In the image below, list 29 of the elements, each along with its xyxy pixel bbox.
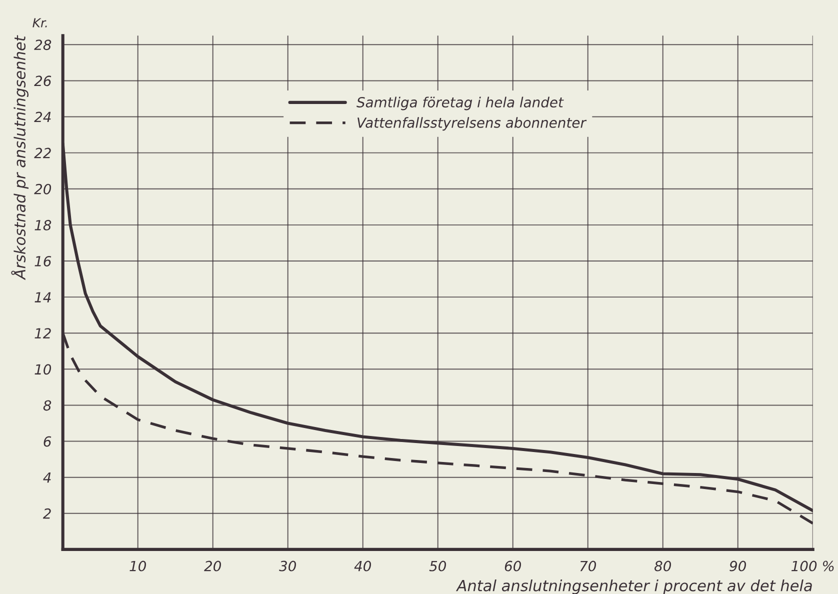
- x-tick-label: 60: [504, 560, 521, 572]
- y-tick-label: 4: [43, 472, 51, 483]
- y-tick-label: 26: [34, 76, 52, 86]
- y-tick-label: 10: [34, 364, 52, 375]
- x-tick-label: 30: [279, 560, 296, 572]
- y-tick-label: 20: [34, 184, 52, 194]
- x-axis-title: Antal anslutningsenheter i procent av det hela: [456, 580, 812, 594]
- x-tick-label: 20: [204, 560, 221, 572]
- y-tick-label: 8: [43, 400, 52, 411]
- x-tick-label: 40: [354, 560, 371, 572]
- y-tick-label: 24: [34, 112, 51, 122]
- y-tick-label: 6: [44, 436, 52, 447]
- y-tick-label: 28: [34, 40, 52, 50]
- legend-label: Vattenfallsstyrelsens abonnenter: [358, 117, 587, 131]
- text: Kr.: [32, 18, 47, 28]
- y-tick-label: 12: [34, 328, 51, 338]
- x-tick-label: 80: [654, 560, 671, 572]
- y-tick-label: 2: [42, 508, 51, 519]
- x-tick-label: 100 %: [791, 560, 834, 572]
- y-tick-label: 16: [34, 256, 52, 266]
- x-tick-label: 70: [580, 560, 596, 572]
- x-tick-label: 50: [429, 560, 446, 572]
- x-tick-label: 90: [730, 560, 746, 572]
- y-tick-label: 22: [34, 148, 51, 158]
- y-axis-title: Årskostnad pr anslutningsenhet: [11, 35, 29, 280]
- legend-label: Samtliga företag i hela landet: [356, 96, 564, 110]
- x-tick-label: 10: [130, 560, 146, 572]
- y-tick-label: 14: [34, 292, 51, 302]
- y-tick-label: 18: [34, 220, 52, 230]
